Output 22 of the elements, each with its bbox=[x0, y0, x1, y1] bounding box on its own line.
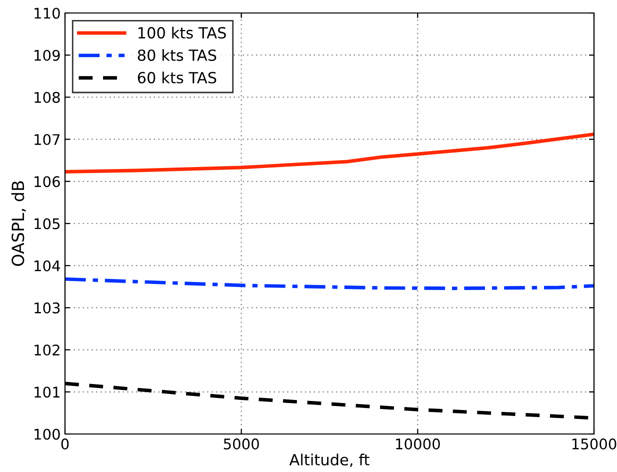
legend-label: 60 kts TAS bbox=[138, 72, 216, 84]
x-tick-label: 5000 bbox=[224, 438, 259, 450]
y-tick-label: 110 bbox=[34, 8, 60, 19]
legend-label: 100 kts TAS bbox=[138, 26, 226, 39]
y-tick-label: 107 bbox=[34, 134, 60, 146]
x-axis-title: Altitude, ft bbox=[289, 454, 370, 468]
y-tick-label: 105 bbox=[34, 218, 60, 230]
x-tick-label: 10000 bbox=[396, 438, 440, 450]
y-axis-title: OASPL, dB bbox=[11, 181, 26, 266]
y-tick-label: 104 bbox=[34, 260, 60, 272]
x-tick-label: 15000 bbox=[572, 438, 616, 450]
legend-label: 80 kts TAS bbox=[138, 49, 216, 61]
y-tick-label: 101 bbox=[34, 386, 60, 398]
y-tick-label: 109 bbox=[34, 50, 60, 61]
line-series bbox=[65, 132, 594, 174]
y-tick-label: 103 bbox=[34, 302, 60, 314]
x-tick-label: 0 bbox=[61, 438, 69, 450]
y-tick-label: 102 bbox=[34, 344, 60, 356]
y-tick-label: 106 bbox=[34, 176, 60, 188]
line-series bbox=[65, 277, 594, 290]
y-tick-label: 100 bbox=[34, 428, 60, 440]
y-tick-label: 108 bbox=[34, 92, 60, 103]
